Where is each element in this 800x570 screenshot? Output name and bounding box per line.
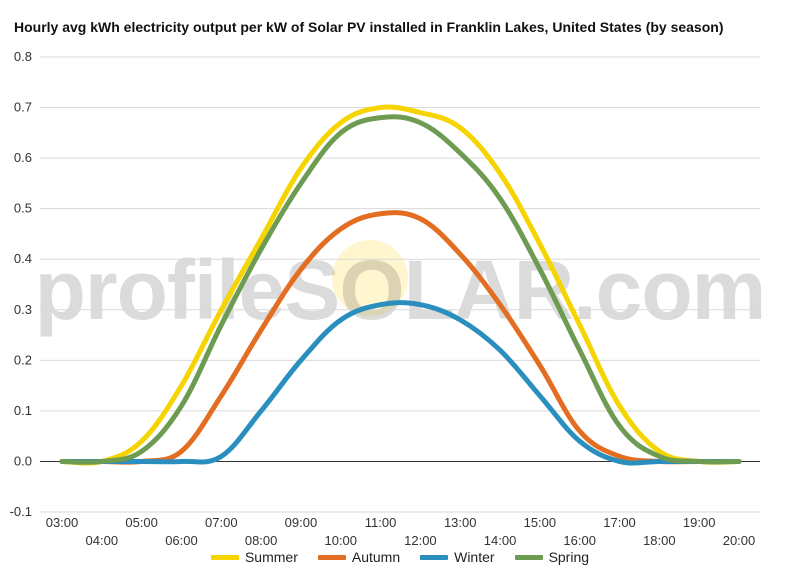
- watermark: profileSOLAR.com: [34, 243, 767, 337]
- legend-swatch: [514, 554, 543, 560]
- series-line-autumn: [59, 210, 742, 465]
- y-tick-label: 0.0: [14, 453, 32, 468]
- y-tick-label: 0.2: [14, 352, 32, 367]
- legend-label: Summer: [244, 549, 298, 565]
- y-tick-label: 0.5: [14, 201, 32, 216]
- y-tick-label: 0.8: [14, 49, 32, 64]
- x-tick-label: 16:00: [563, 533, 596, 548]
- x-tick-label: 10:00: [324, 533, 357, 548]
- legend-item-winter[interactable]: Winter: [420, 549, 495, 565]
- x-tick-label: 14:00: [484, 533, 517, 548]
- x-tick-label: 12:00: [404, 533, 437, 548]
- legend-swatch: [317, 554, 346, 560]
- x-tick-label: 17:00: [603, 515, 636, 530]
- x-tick-label: 07:00: [205, 515, 238, 530]
- x-tick-label: 09:00: [285, 515, 318, 530]
- legend-label: Autumn: [351, 549, 401, 565]
- series-line-summer: [59, 104, 742, 466]
- y-tick-label: 0.3: [14, 302, 32, 317]
- y-tick-label: 0.6: [14, 150, 32, 165]
- x-tick-label: 15:00: [524, 515, 557, 530]
- x-tick-label: 05:00: [125, 515, 158, 530]
- x-tick-label: 20:00: [723, 533, 756, 548]
- y-tick-label: 0.4: [14, 251, 32, 266]
- legend: Summer Autumn Winter Spring: [0, 549, 800, 565]
- x-tick-label: 04:00: [86, 533, 119, 548]
- legend-swatch: [420, 554, 449, 560]
- legend-label: Winter: [454, 549, 495, 565]
- y-tick-label: 0.7: [14, 100, 32, 115]
- grid-lines: [40, 56, 760, 513]
- chart-title: Hourly avg kWh electricity output per kW…: [14, 19, 724, 35]
- y-tick-label: 0.1: [14, 403, 32, 418]
- legend-label: Spring: [548, 549, 590, 565]
- y-tick-label: -0.1: [10, 504, 32, 519]
- x-tick-label: 08:00: [245, 533, 278, 548]
- legend-swatch: [210, 554, 239, 560]
- x-tick-label: 13:00: [444, 515, 477, 530]
- series-line-spring: [59, 114, 742, 465]
- legend-item-spring[interactable]: Spring: [514, 549, 590, 565]
- series-line-winter: [59, 300, 742, 466]
- legend-item-summer[interactable]: Summer: [210, 549, 298, 565]
- series-lines: [59, 104, 742, 466]
- x-tick-label: 18:00: [643, 533, 676, 548]
- legend-item-autumn[interactable]: Autumn: [317, 549, 401, 565]
- x-axis-ticks: 03:00 04:00 05:00 06:00 07:00 08:00 09:00 10:00…: [46, 515, 756, 548]
- y-axis-ticks: -0.1 0.0 0.1 0.2 0.3 0.4 0.5 0.6 0.7 0.8: [10, 49, 32, 519]
- x-tick-label: 03:00: [46, 515, 79, 530]
- x-tick-label: 06:00: [165, 533, 198, 548]
- x-tick-label: 11:00: [365, 515, 397, 530]
- x-tick-label: 19:00: [683, 515, 716, 530]
